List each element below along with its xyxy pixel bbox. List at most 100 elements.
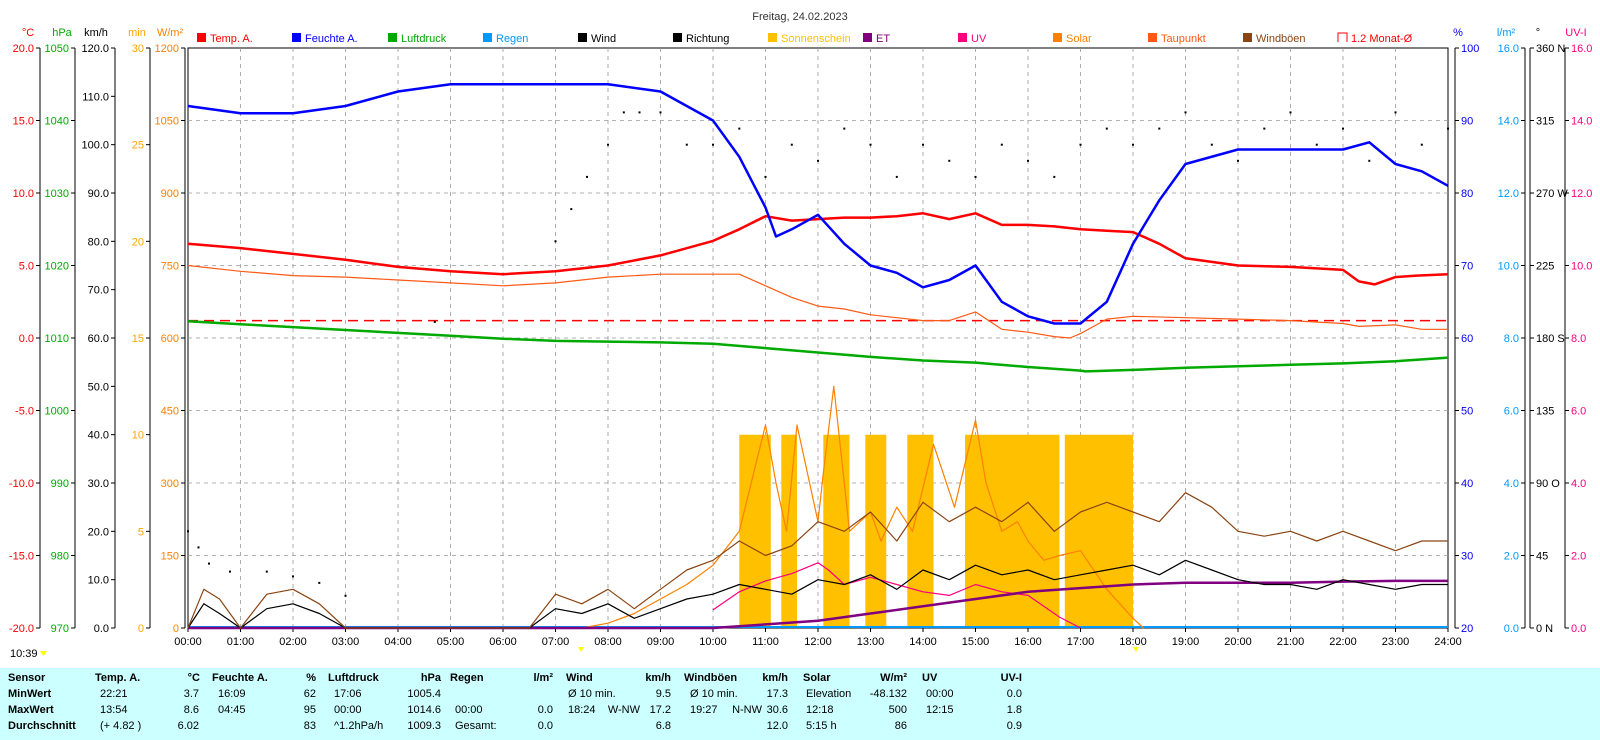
legend-swatch	[292, 33, 301, 42]
direction-point	[570, 208, 573, 211]
stats-hum-value: 83	[303, 720, 316, 732]
weather-chart: Freitag, 24.02.2023 Temp. A. Feuchte A. Lu…	[9, 11, 1593, 660]
direction-tick-label: 270 W	[1536, 188, 1568, 200]
stats-hum-value: 95	[303, 704, 316, 716]
stats-uv-value: 1.8	[1006, 704, 1022, 716]
solar-tick-label: 150	[161, 551, 179, 563]
legend-label: ET	[876, 33, 890, 45]
chart-title: Freitag, 24.02.2023	[752, 11, 847, 23]
stats-temp-value: 3.7	[183, 688, 199, 700]
x-tick-label: 06:00	[489, 636, 517, 648]
direction-point	[1289, 111, 1292, 114]
stats-header-wind: Wind	[566, 672, 593, 684]
solar-tick-label: 0	[173, 623, 179, 635]
x-tick-label: 18:00	[1119, 636, 1147, 648]
series-solar	[581, 385, 1144, 629]
stats-row-label: Durchschnitt	[8, 720, 76, 732]
stats-rain-time: 00:00	[455, 704, 483, 716]
stats-header-temp-unit: °C	[187, 672, 200, 684]
direction-point	[790, 143, 793, 146]
legend-swatch	[958, 33, 967, 42]
stats-gust-value: 17.3	[766, 688, 788, 700]
x-tick-label: 24:00	[1434, 636, 1462, 648]
direction-point	[1315, 143, 1318, 146]
uv-tick-label: 14.0	[1571, 116, 1592, 128]
pressure-tick-label: 1040	[45, 116, 69, 128]
stats-uv-time: 12:15	[926, 704, 954, 716]
stats-uv-value: 0.0	[1006, 688, 1022, 700]
stats-press-time: 17:06	[334, 688, 362, 700]
direction-point	[1420, 143, 1423, 146]
series-richtung	[187, 111, 1449, 597]
direction-point	[265, 570, 268, 573]
temp-tick-label: 0.0	[19, 333, 34, 345]
stats-header-sensor: Sensor	[8, 672, 46, 684]
x-tick-label: 21:00	[1277, 636, 1305, 648]
current-time-label: 10:39	[10, 648, 38, 660]
legend-label: UV	[971, 33, 987, 45]
stats-rain-time: Gesamt:	[455, 720, 497, 732]
stats-hum-time: 16:09	[218, 688, 246, 700]
rain-tick-label: 12.0	[1498, 188, 1519, 200]
rain-tick-label: 0.0	[1504, 623, 1519, 635]
direction-point	[895, 175, 898, 178]
direction-point	[1105, 127, 1108, 130]
sunrise-marker-icon	[578, 647, 584, 652]
legend: Temp. A. Feuchte A. Luftdruck Regen Wind Rich…	[197, 32, 1413, 45]
direction-tick-label: 180 S	[1536, 333, 1565, 345]
direction-point	[197, 546, 200, 549]
stats-header-press: Luftdruck	[328, 672, 379, 684]
humidity-tick-label: 80	[1461, 188, 1473, 200]
x-tick-label: 20:00	[1224, 636, 1252, 648]
direction-point	[1027, 159, 1029, 162]
stats-solar-time: Elevation	[806, 688, 852, 700]
uv-tick-label: 0.0	[1571, 623, 1586, 635]
grid	[187, 47, 1449, 629]
direction-point	[638, 111, 641, 114]
legend-label: 1.2 Monat-Ø	[1351, 33, 1413, 45]
temp-tick-label: 10.0	[13, 188, 34, 200]
stats-solar-value: -48.132	[869, 688, 907, 700]
pressure-tick-label: 990	[51, 478, 69, 490]
stats-header-uv-unit: UV-I	[1000, 672, 1022, 684]
rain-unit-label: l/m²	[1497, 27, 1516, 39]
legend-swatch	[1243, 33, 1252, 42]
direction-tick-label: 315	[1536, 116, 1554, 128]
stats-solar-time: 5:15 h	[806, 720, 837, 732]
legend-swatch	[1053, 33, 1062, 42]
pressure-tick-label: 970	[51, 623, 69, 635]
solar-tick-label: 900	[161, 188, 179, 200]
temp-tick-label: 20.0	[13, 43, 34, 55]
legend-label: Wind	[591, 33, 616, 45]
direction-point	[738, 127, 741, 130]
series-temp-a-	[187, 212, 1449, 286]
temp-tick-label: -20.0	[9, 623, 34, 635]
stats-press-value: 1009.3	[407, 720, 441, 732]
direction-point	[607, 143, 609, 146]
direction-point	[764, 175, 767, 178]
minutes-unit-label: min	[128, 27, 146, 39]
stats-gust-time: 19:27	[690, 704, 718, 716]
stats-header-hum-unit: %	[306, 672, 316, 684]
uv-unit-label: UV-I	[1565, 27, 1586, 39]
stats-wind-time: Ø 10 min.	[568, 688, 616, 700]
x-tick-label: 00:00	[174, 636, 202, 648]
stats-wind-value: 6.8	[655, 720, 671, 732]
minutes-tick-label: 25	[132, 140, 144, 152]
stats-uv-time: 00:00	[926, 688, 954, 700]
direction-point	[817, 159, 819, 162]
direction-point	[433, 320, 436, 323]
stats-hum-value: 62	[303, 688, 316, 700]
temp-tick-label: -5.0	[15, 406, 34, 418]
stats-wind-dir: W-NW	[607, 704, 640, 716]
direction-tick-label: 45	[1536, 551, 1548, 563]
stats-header-gust-unit: km/h	[762, 672, 788, 684]
legend-swatch	[768, 33, 777, 42]
temp-tick-label: 5.0	[19, 261, 34, 273]
direction-point	[1342, 127, 1344, 130]
stats-header-wind-unit: km/h	[645, 672, 671, 684]
stats-wind-time: 18:24	[568, 704, 596, 716]
legend-swatch	[483, 33, 492, 42]
temp-tick-label: 15.0	[13, 116, 34, 128]
direction-point	[659, 111, 662, 114]
